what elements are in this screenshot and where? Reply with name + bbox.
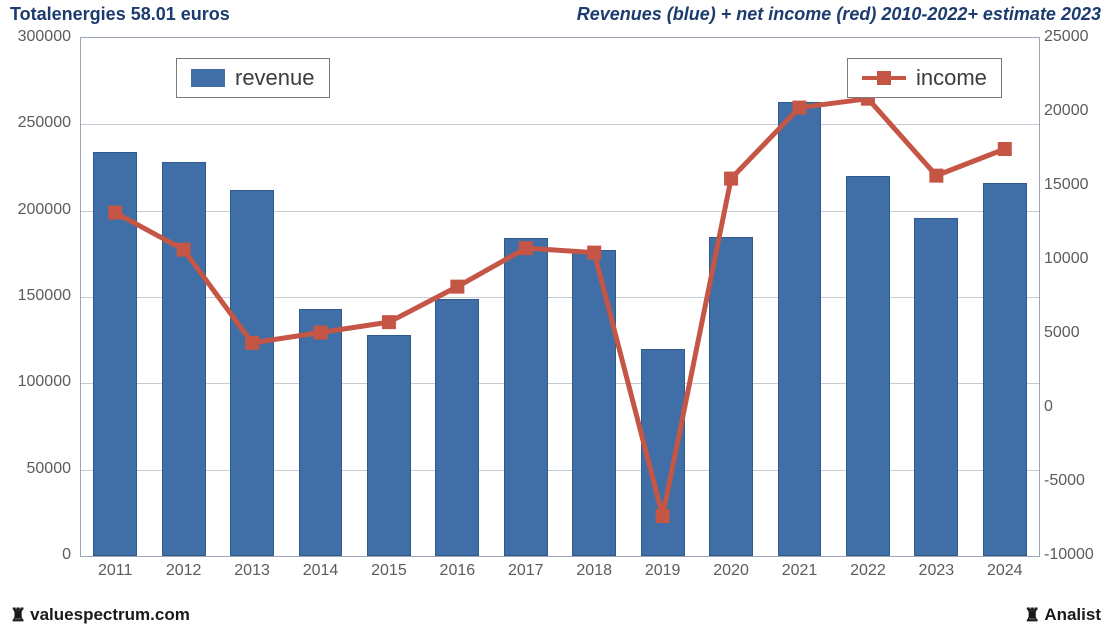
income-marker [587,246,601,260]
income-marker [382,315,396,329]
income-marker [998,142,1012,156]
y-left-label: 0 [11,546,71,564]
y-right-label: 5000 [1044,324,1099,342]
title-left: Totalenergies 58.01 euros [10,4,230,25]
x-label: 2015 [371,562,407,580]
x-label: 2021 [782,562,818,580]
legend-income: income [847,58,1002,98]
y-left-label: 150000 [11,287,71,305]
income-marker [177,243,191,257]
legend-label: revenue [235,65,315,91]
y-right-label: 15000 [1044,176,1099,194]
y-left-label: 100000 [11,373,71,391]
income-marker [656,509,670,523]
title-right: Revenues (blue) + net income (red) 2010-… [577,4,1101,25]
income-marker [108,206,122,220]
x-label: 2011 [98,562,132,580]
income-marker [314,326,328,340]
x-label: 2016 [440,562,476,580]
y-right-label: 20000 [1044,102,1099,120]
income-marker [519,241,533,255]
rook-icon: ♜ [1024,605,1040,626]
income-marker [450,280,464,294]
y-right-label: -10000 [1044,546,1099,564]
y-right-label: -5000 [1044,472,1099,490]
legend-label: income [916,65,987,91]
x-label: 2022 [850,562,886,580]
plot-area: 050000100000150000200000250000300000-100… [80,37,1040,557]
y-right-label: 10000 [1044,250,1099,268]
income-marker [929,169,943,183]
x-label: 2013 [234,562,270,580]
legend-revenue: revenue [176,58,330,98]
y-left-label: 50000 [11,460,71,478]
rook-icon: ♜ [10,605,26,626]
x-label: 2012 [166,562,202,580]
x-label: 2023 [919,562,955,580]
income-line [81,38,1039,556]
x-label: 2019 [645,562,681,580]
legend-swatch-bar [191,69,225,87]
x-label: 2017 [508,562,544,580]
footer-right: ♜Analist [1024,604,1101,625]
x-label: 2018 [576,562,612,580]
x-label: 2024 [987,562,1023,580]
y-left-label: 200000 [11,201,71,219]
income-marker [793,101,807,115]
footer-left: ♜valuespectrum.com [10,604,190,625]
chart-container: 050000100000150000200000250000300000-100… [10,27,1101,592]
y-left-label: 300000 [11,28,71,46]
legend-swatch-line [862,69,906,87]
x-label: 2014 [303,562,339,580]
y-right-label: 25000 [1044,28,1099,46]
y-right-label: 0 [1044,398,1099,416]
income-marker [245,336,259,350]
x-label: 2020 [713,562,749,580]
y-left-label: 250000 [11,114,71,132]
income-marker [724,172,738,186]
